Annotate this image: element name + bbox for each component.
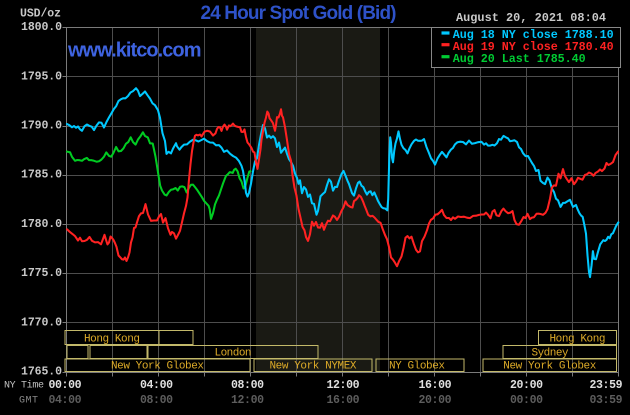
svg-text:04:00: 04:00 xyxy=(49,394,82,407)
svg-text:Hong Kong: Hong Kong xyxy=(550,333,606,345)
svg-text:03:59: 03:59 xyxy=(590,394,623,407)
svg-text:20:00: 20:00 xyxy=(510,379,543,392)
svg-text:1770.0: 1770.0 xyxy=(21,316,62,329)
svg-text:08:00: 08:00 xyxy=(140,394,173,407)
svg-text:12:00: 12:00 xyxy=(231,394,264,407)
svg-text:00:00: 00:00 xyxy=(510,394,543,407)
svg-text:1800.0: 1800.0 xyxy=(21,21,62,34)
svg-text:New York NYMEX: New York NYMEX xyxy=(270,360,357,372)
svg-text:16:00: 16:00 xyxy=(419,379,452,392)
svg-text:00:00: 00:00 xyxy=(49,379,82,392)
svg-text:Aug 20 Last 1785.40: Aug 20 Last 1785.40 xyxy=(453,52,586,66)
svg-text:24 Hour Spot Gold (Bid): 24 Hour Spot Gold (Bid) xyxy=(201,3,397,24)
svg-text:08:00: 08:00 xyxy=(231,379,264,392)
svg-text:August 20, 2021 08:04: August 20, 2021 08:04 xyxy=(456,11,606,25)
svg-text:USD/oz: USD/oz xyxy=(20,8,61,21)
svg-text:GMT: GMT xyxy=(19,396,38,407)
svg-text:Aug 18 NY close 1788.10: Aug 18 NY close 1788.10 xyxy=(453,28,614,42)
svg-text:1790.0: 1790.0 xyxy=(21,120,62,133)
svg-text:1775.0: 1775.0 xyxy=(21,267,62,280)
svg-text:04:00: 04:00 xyxy=(140,379,173,392)
svg-text:New York Globex: New York Globex xyxy=(111,360,204,372)
svg-text:20:00: 20:00 xyxy=(419,394,452,407)
svg-text:New York Globex: New York Globex xyxy=(503,360,596,372)
svg-text:12:00: 12:00 xyxy=(327,379,360,392)
svg-text:London: London xyxy=(215,347,252,359)
svg-text:Aug 19 NY close 1780.40: Aug 19 NY close 1780.40 xyxy=(453,40,614,54)
svg-text:Hong Kong: Hong Kong xyxy=(84,333,140,345)
svg-text:Sydney: Sydney xyxy=(532,347,569,359)
svg-text:NY Time: NY Time xyxy=(4,380,44,392)
svg-text:1785.0: 1785.0 xyxy=(21,169,62,182)
svg-text:16:00: 16:00 xyxy=(327,394,360,407)
svg-text:1780.0: 1780.0 xyxy=(21,218,62,231)
svg-text:1795.0: 1795.0 xyxy=(21,70,62,83)
svg-text:1765.0: 1765.0 xyxy=(21,366,62,379)
svg-text:NY Globex: NY Globex xyxy=(389,360,445,372)
svg-text:23:59: 23:59 xyxy=(590,379,623,392)
svg-text:www.kitco.com: www.kitco.com xyxy=(67,40,202,62)
